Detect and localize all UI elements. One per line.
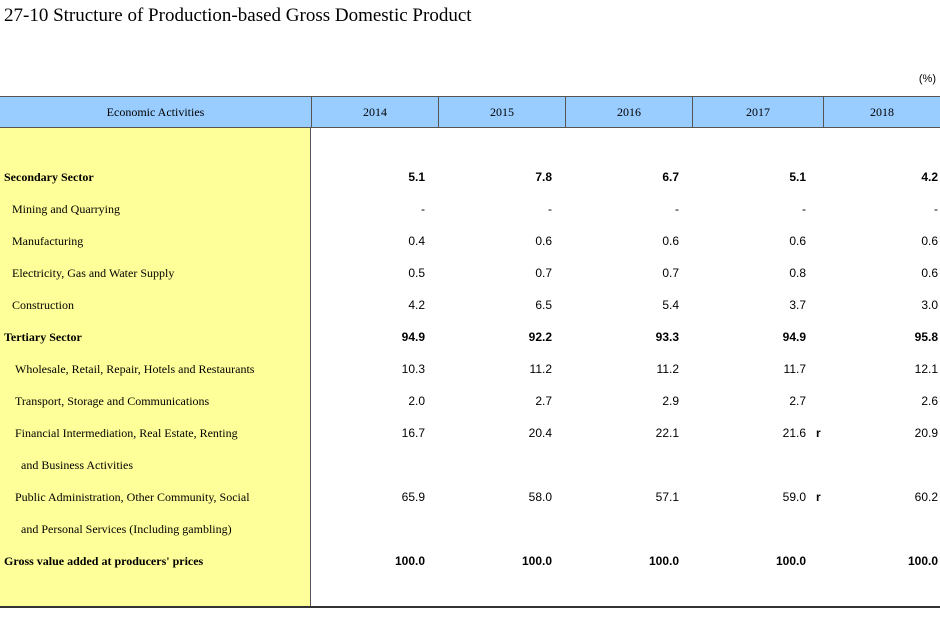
value-cell-2016: 100.0 [648,554,679,568]
value-cell-2018: 2.6 [921,394,938,408]
value-cell-2014: 2.0 [408,394,425,408]
value-cell-2018: 3.0 [921,298,938,312]
value-cell-2017: 59.0 [782,490,806,504]
value-cell-2018: 20.9 [914,426,938,440]
table-row: Mining and Quarrying - - - - - [0,200,940,232]
value-cell-2014: 10.3 [401,362,425,376]
value-cell-2018: 60.2 [914,490,938,504]
value-cell-2018: - [934,202,938,216]
row-label: Mining and Quarrying [12,202,120,216]
value-cell-2015: 92.2 [528,330,552,344]
table-row: Gross value added at producers' prices 10… [0,552,940,584]
value-cell-2015: 6.5 [535,298,552,312]
value-cell-2015: 0.7 [535,266,552,280]
value-cell-2017: 0.8 [789,266,806,280]
table-row: and Business Activities [0,456,940,488]
value-cell-2014: 4.2 [408,298,425,312]
table-row: Secondary Sector 5.1 7.8 6.7 5.1 4.2 [0,168,940,200]
row-label: Public Administration, Other Community, … [15,490,250,504]
gdp-structure-table: Economic Activities 2014 2015 2016 2017 … [0,96,940,608]
value-cell-2014: 0.4 [408,234,425,248]
value-cell-2016: 6.7 [662,170,679,184]
value-cell-2015: 2.7 [535,394,552,408]
value-cell-2015: 7.8 [535,170,552,184]
value-cell-2015: 100.0 [521,554,552,568]
page-title: 27-10 Structure of Production-based Gros… [4,5,472,26]
value-cell-2016: 0.6 [662,234,679,248]
header-year-2014: 2014 [311,97,438,127]
revised-mark: r [816,490,821,504]
value-cell-2014: 65.9 [401,490,425,504]
table-row: and Personal Services (Including gamblin… [0,520,940,552]
value-cell-2016: 11.2 [656,362,679,376]
value-cell-2018: 12.1 [914,362,938,376]
value-cell-2018: 0.6 [921,234,938,248]
row-label: Secondary Sector [4,170,94,184]
header-year-2016: 2016 [565,97,692,127]
value-cell-2015: 58.0 [528,490,552,504]
table-row: Tertiary Sector 94.9 92.2 93.3 94.9 95.8 [0,328,940,360]
row-label: Gross value added at producers' prices [4,554,204,568]
value-cell-2016: 22.1 [655,426,679,440]
table-row: Electricity, Gas and Water Supply 0.5 0.7 0… [0,264,940,296]
row-label: and Business Activities [21,458,133,472]
row-label: and Personal Services (Including gamblin… [21,522,232,536]
value-cell-2014: - [421,202,425,216]
value-cell-2014: 16.7 [401,426,425,440]
value-cell-2018: 100.0 [907,554,938,568]
table-row: Public Administration, Other Community, … [0,488,940,520]
row-label: Construction [12,298,74,312]
value-cell-2014: 0.5 [408,266,425,280]
header-year-2018: 2018 [823,97,940,127]
value-cell-2016: 93.3 [655,330,679,344]
value-cell-2016: 0.7 [662,266,679,280]
value-cell-2017: 3.7 [789,298,806,312]
table-row: Wholesale, Retail, Repair, Hotels and Re… [0,360,940,392]
table-header: Economic Activities 2014 2015 2016 2017 … [0,96,940,128]
value-cell-2016: 57.1 [655,490,679,504]
row-label: Tertiary Sector [4,330,82,344]
value-cell-2017: - [802,202,806,216]
value-cell-2014: 94.9 [401,330,425,344]
value-cell-2017: 5.1 [789,170,806,184]
table-bottom-rule [0,606,940,608]
value-cell-2018: 4.2 [921,170,938,184]
table-row: Manufacturing 0.4 0.6 0.6 0.6 0.6 [0,232,940,264]
row-label: Financial Intermediation, Real Estate, R… [15,426,238,440]
value-cell-2016: - [675,202,679,216]
value-cell-2017: 94.9 [782,330,806,344]
value-cell-2018: 0.6 [921,266,938,280]
value-cell-2018: 95.8 [914,330,938,344]
value-cell-2014: 100.0 [394,554,425,568]
value-cell-2017: 11.7 [783,362,806,376]
value-cell-2015: 20.4 [528,426,552,440]
header-economic-activities: Economic Activities [106,105,205,119]
row-label: Electricity, Gas and Water Supply [12,266,175,280]
value-cell-2016: 2.9 [662,394,679,408]
header-year-2015: 2015 [438,97,565,127]
value-cell-2017: 21.6 [782,426,806,440]
value-cell-2015: 11.2 [529,362,552,376]
header-year-2017: 2017 [692,97,823,127]
revised-mark: r [816,426,821,440]
table-row: Transport, Storage and Communications 2.0… [0,392,940,424]
activity-column-background [0,128,311,608]
value-cell-2017: 100.0 [775,554,806,568]
value-cell-2015: - [548,202,552,216]
value-cell-2017: 0.6 [789,234,806,248]
table-row: Construction 4.2 6.5 5.4 3.7 3.0 [0,296,940,328]
row-label: Transport, Storage and Communications [15,394,210,408]
value-cell-2015: 0.6 [535,234,552,248]
unit-label: (%) [918,73,936,85]
value-cell-2016: 5.4 [662,298,679,312]
row-label: Wholesale, Retail, Repair, Hotels and Re… [15,362,255,376]
table-row: Financial Intermediation, Real Estate, R… [0,424,940,456]
value-cell-2017: 2.7 [789,394,806,408]
value-cell-2014: 5.1 [408,170,425,184]
row-label: Manufacturing [12,234,84,248]
